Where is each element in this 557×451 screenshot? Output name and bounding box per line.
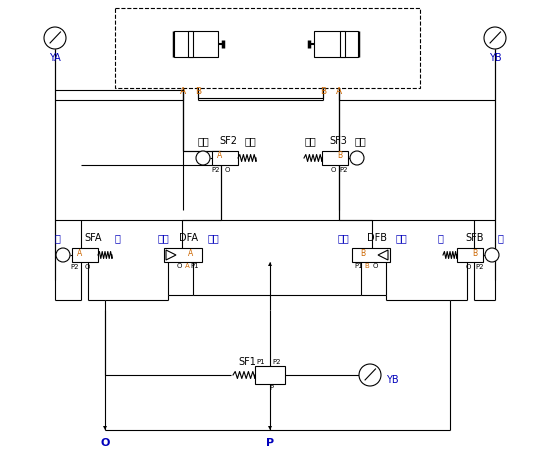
Text: P: P [269,385,273,391]
Text: A: A [180,87,186,96]
Text: O: O [465,264,471,270]
Text: P1: P1 [355,263,363,269]
Text: A: A [188,249,194,258]
Text: 自动: 自动 [304,136,316,146]
Text: 得电: 得电 [395,233,407,243]
Bar [164,248,202,262]
Circle shape [484,27,506,49]
Text: P: P [266,438,274,448]
Text: 开: 开 [497,233,503,243]
Text: A: A [336,87,342,96]
Circle shape [44,27,66,49]
Text: O: O [177,263,182,269]
Text: P2: P2 [476,264,484,270]
Text: P2: P2 [71,264,79,270]
Polygon shape [103,426,107,430]
Text: A: A [77,249,82,258]
Text: 自动: 自动 [244,136,256,146]
Text: SF3: SF3 [329,136,347,146]
Text: YB: YB [385,375,398,385]
Text: 手动: 手动 [354,136,366,146]
Bar [340,31,345,57]
Text: 开: 开 [54,233,60,243]
Circle shape [350,151,364,165]
Text: B: B [195,87,201,96]
Bar [115,8,420,88]
Bar [174,31,218,57]
Bar [188,31,193,57]
Text: O: O [84,264,90,270]
Text: DFA: DFA [179,233,198,243]
Text: 失电: 失电 [207,233,219,243]
Bar [72,248,98,262]
Bar [212,151,238,165]
Polygon shape [166,250,176,260]
Text: B: B [360,249,365,258]
Text: 关: 关 [114,233,120,243]
Bar [255,366,285,384]
Bar [352,248,390,262]
Text: P2: P2 [212,167,220,173]
Polygon shape [268,262,272,266]
Circle shape [56,248,70,262]
Text: O: O [372,263,378,269]
Circle shape [359,364,381,386]
Text: O: O [330,167,336,173]
Text: 得电: 得电 [157,233,169,243]
Text: SF1: SF1 [238,357,256,367]
Text: P2: P2 [340,167,348,173]
Text: 关: 关 [437,233,443,243]
Text: SFB: SFB [466,233,484,243]
Circle shape [485,248,499,262]
Text: O: O [224,167,229,173]
Text: SF2: SF2 [219,136,237,146]
Bar [322,151,348,165]
Text: P1: P1 [257,359,265,365]
Text: YA: YA [49,53,61,63]
Bar [314,31,358,57]
Text: DFB: DFB [367,233,387,243]
Bar [457,248,483,262]
Polygon shape [378,250,388,260]
Text: P1: P1 [190,263,199,269]
Text: 失电: 失电 [337,233,349,243]
Text: YB: YB [488,53,501,63]
Text: B: B [472,249,477,258]
Text: B: B [338,152,343,161]
Text: 手动: 手动 [197,136,209,146]
Text: A: A [184,263,189,269]
Text: P2: P2 [273,359,281,365]
Polygon shape [268,426,272,430]
Text: SFA: SFA [84,233,102,243]
Text: B: B [365,263,369,269]
Text: B: B [320,87,326,96]
Circle shape [196,151,210,165]
Text: A: A [217,152,223,161]
Text: O: O [100,438,110,448]
